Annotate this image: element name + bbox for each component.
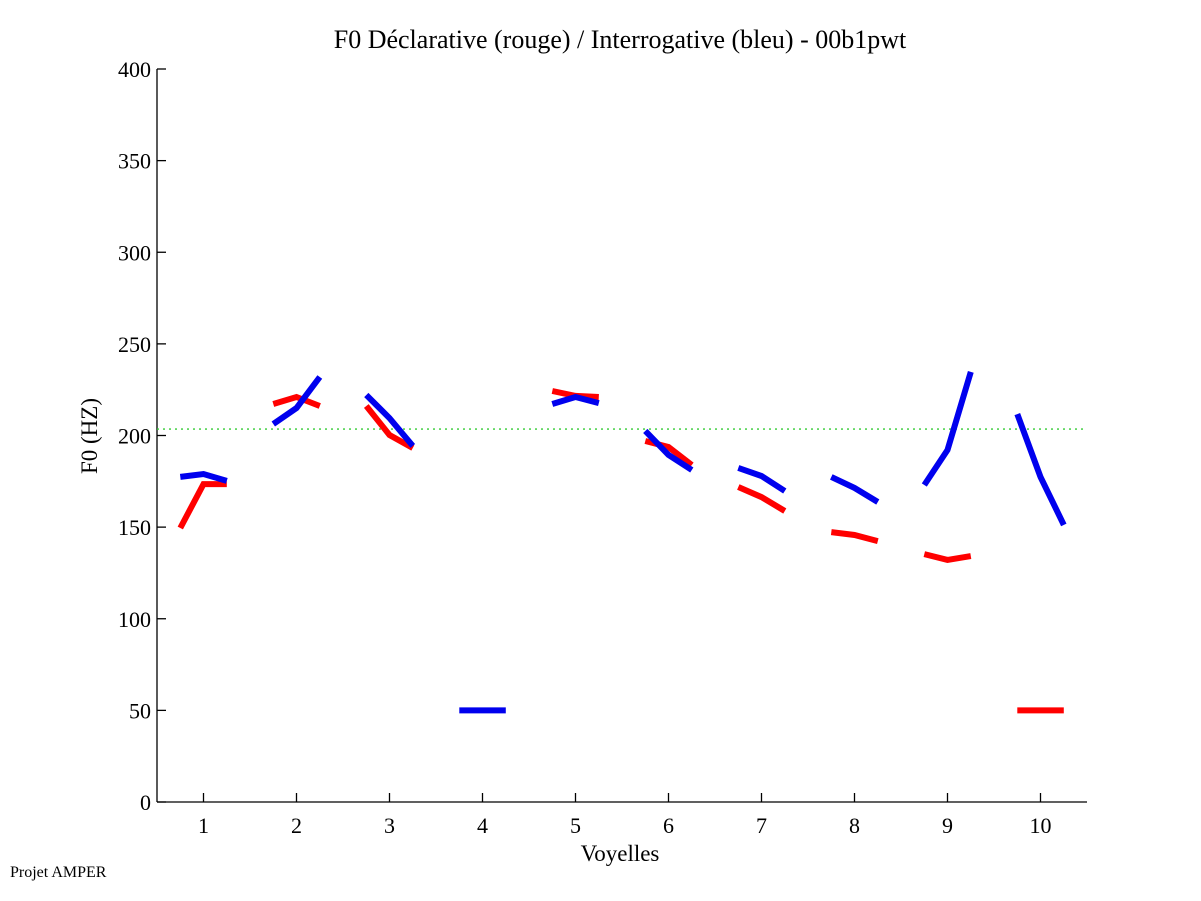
chart-title: F0 Déclarative (rouge) / Interrogative (…	[334, 25, 907, 54]
x-axis-label: Voyelles	[581, 841, 660, 866]
blue-segment-vowel-10	[1014, 413, 1067, 527]
x-tick-label: 10	[1030, 813, 1052, 838]
x-tick-label: 4	[477, 813, 488, 838]
red-segment-vowel-9	[923, 551, 972, 563]
red-segment-vowel-3	[363, 404, 415, 451]
x-tick-label: 2	[291, 813, 302, 838]
series-declarative	[177, 388, 1064, 714]
y-axis-label: F0 (HZ)	[77, 398, 102, 474]
series-group	[177, 371, 1067, 714]
y-tick-label: 400	[118, 57, 151, 82]
y-tick-label: 50	[129, 698, 151, 723]
x-tick-label: 8	[849, 813, 860, 838]
x-tick-label: 6	[663, 813, 674, 838]
footer-credit: Projet AMPER	[10, 864, 107, 881]
y-tick-label: 250	[118, 332, 151, 357]
red-segment-vowel-1	[177, 481, 227, 530]
x-tick-label: 7	[756, 813, 767, 838]
red-segment-vowel-7	[737, 484, 787, 514]
blue-segment-vowel-6	[643, 428, 694, 473]
blue-segment-vowel-5	[551, 393, 600, 407]
y-tick-label: 200	[118, 424, 151, 449]
x-tick-label: 9	[942, 813, 953, 838]
blue-segment-vowel-1	[179, 470, 228, 484]
red-segment-vowel-8	[830, 529, 879, 545]
axes: 0 50 100 150 200 250 300 350 400 1 2 3 4 5 6 7 8 9 10	[118, 57, 1087, 838]
blue-segment-vowel-9	[921, 371, 974, 487]
red-segment-vowel-2	[272, 393, 321, 409]
y-tick-label: 300	[118, 240, 151, 265]
x-tick-label: 5	[570, 813, 581, 838]
x-tick-label: 3	[384, 813, 395, 838]
series-interrogative	[179, 371, 1067, 714]
y-tick-label: 350	[118, 149, 151, 174]
y-tick-label: 0	[140, 790, 151, 815]
blue-segment-vowel-7	[737, 465, 787, 494]
blue-segment-vowel-2	[271, 375, 323, 427]
y-tick-label: 150	[118, 515, 151, 540]
blue-segment-vowel-8	[830, 474, 880, 505]
y-tick-label: 100	[118, 607, 151, 632]
blue-segment-vowel-3	[364, 392, 416, 448]
x-tick-label: 1	[198, 813, 209, 838]
